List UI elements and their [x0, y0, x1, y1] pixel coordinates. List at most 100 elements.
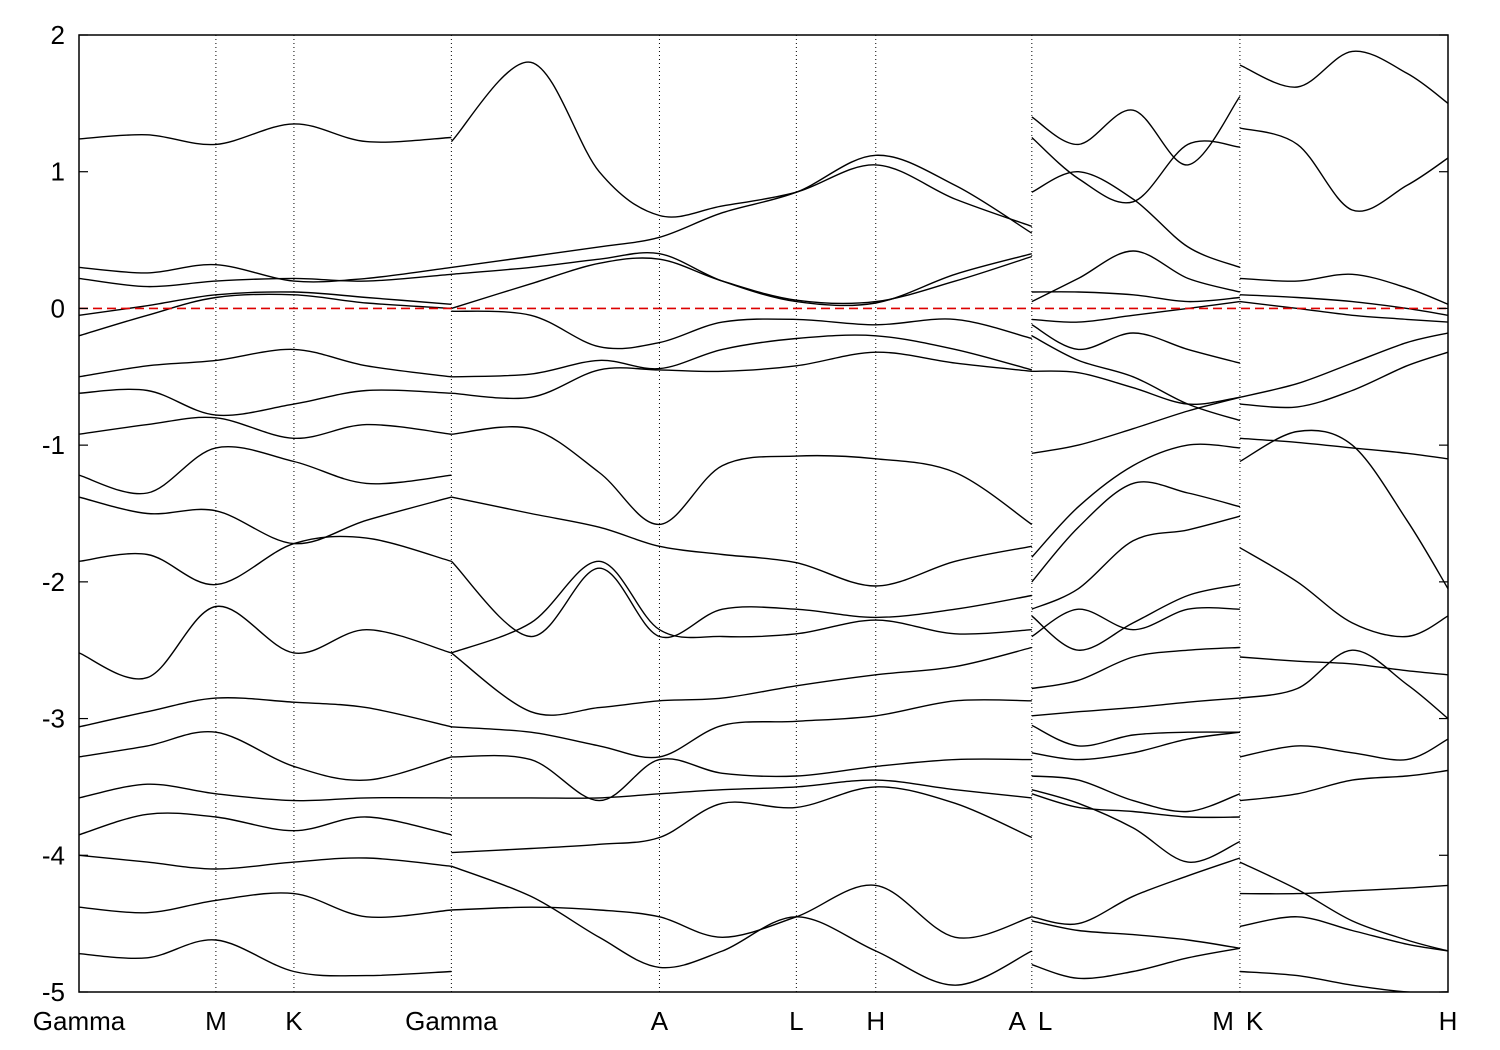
kpoint-label: H — [1439, 1006, 1458, 1036]
band-line — [79, 892, 452, 918]
band-line — [451, 351, 1032, 400]
band-line — [79, 605, 452, 680]
band-line — [1239, 861, 1448, 952]
band-line — [79, 730, 452, 782]
kpoint-label: M — [205, 1006, 227, 1036]
band-line — [1031, 515, 1241, 610]
band-line — [1239, 351, 1448, 409]
band-line — [451, 698, 1032, 759]
band-line — [1031, 793, 1240, 819]
band-line — [450, 61, 1033, 228]
band-line — [79, 291, 452, 316]
y-tick-label: 0 — [51, 293, 65, 323]
band-line — [1031, 96, 1241, 166]
band-line — [451, 310, 1032, 350]
kpoint-label: Gamma — [33, 1006, 126, 1036]
band-line — [1239, 916, 1448, 952]
band-line — [451, 334, 1032, 378]
band-line — [451, 884, 1032, 939]
band-line — [1239, 738, 1448, 761]
kpoint-label: K — [1246, 1006, 1264, 1036]
band-line — [1031, 583, 1241, 651]
kpoint-label: L — [789, 1006, 803, 1036]
band-line — [1031, 789, 1241, 863]
band-line — [451, 426, 1033, 526]
kpoint-label: A — [651, 1006, 669, 1036]
band-line — [1031, 396, 1241, 454]
x-axis: Gamma M K Gamma A L H A L M K H — [33, 1006, 1458, 1036]
band-line — [79, 854, 452, 870]
band-line — [451, 252, 1032, 307]
band-line — [451, 786, 1033, 854]
band-line — [1239, 547, 1448, 638]
band-line — [1239, 884, 1448, 895]
band-lines — [79, 50, 1448, 992]
kpoint-label: M — [1212, 1006, 1234, 1036]
band-line — [1031, 250, 1241, 303]
kpoint-label: H — [866, 1006, 885, 1036]
band-line — [79, 263, 452, 283]
kpoint-label: K — [285, 1006, 303, 1036]
band-line — [1031, 136, 1240, 204]
band-line — [450, 646, 1032, 716]
band-line — [1239, 437, 1448, 460]
band-line — [451, 754, 1032, 802]
band-line — [79, 496, 452, 545]
band-line — [1239, 300, 1448, 323]
band-line — [1239, 127, 1448, 212]
y-tick-label: 1 — [51, 157, 65, 187]
band-line — [450, 560, 1032, 639]
y-tick-label: -3 — [42, 704, 65, 734]
band-line — [1239, 273, 1448, 305]
plot-frame — [78, 34, 1449, 993]
band-line — [451, 255, 1033, 310]
band-line — [1031, 443, 1240, 558]
band-line — [79, 348, 452, 378]
y-tick-label: -5 — [42, 977, 65, 1007]
band-line — [1031, 775, 1241, 813]
band-line — [1031, 335, 1241, 422]
kpoint-label: Gamma — [405, 1006, 498, 1036]
band-line — [1031, 481, 1241, 583]
band-line — [1031, 291, 1240, 303]
band-line — [79, 388, 452, 417]
band-line — [79, 123, 452, 146]
band-line — [1239, 649, 1448, 720]
band-line — [79, 697, 452, 728]
y-tick-label: -1 — [42, 430, 65, 460]
y-tick-label: 2 — [51, 20, 65, 50]
band-line — [79, 939, 452, 977]
band-line — [1239, 332, 1448, 398]
band-line — [79, 535, 452, 586]
band-line — [1031, 300, 1240, 323]
band-line — [451, 779, 1032, 799]
band-line — [451, 865, 1033, 986]
y-axis: 2 1 0 -1 -2 -3 -4 -5 — [42, 20, 1448, 1007]
kpoint-label: L — [1038, 1006, 1052, 1036]
band-line — [1239, 50, 1448, 104]
band-line — [1239, 429, 1448, 590]
band-line — [1239, 656, 1448, 676]
band-line — [451, 496, 1032, 587]
band-line — [1031, 370, 1240, 406]
band-line — [1031, 731, 1240, 761]
y-tick-label: -4 — [42, 840, 65, 870]
band-line — [1031, 724, 1240, 747]
kpoint-gridlines — [215, 35, 1241, 992]
band-line — [1031, 947, 1241, 980]
band-line — [1031, 324, 1241, 364]
band-line — [79, 812, 452, 836]
band-line — [79, 293, 452, 337]
band-line — [1239, 294, 1448, 316]
band-line — [1239, 769, 1448, 802]
band-line — [1031, 857, 1241, 926]
band-line — [1031, 170, 1241, 269]
band-line — [1031, 920, 1241, 949]
band-line — [79, 783, 452, 802]
band-line — [79, 446, 452, 495]
band-line — [451, 560, 1032, 654]
band-line — [451, 154, 1033, 269]
band-line — [1031, 646, 1240, 690]
band-line — [1031, 607, 1240, 638]
